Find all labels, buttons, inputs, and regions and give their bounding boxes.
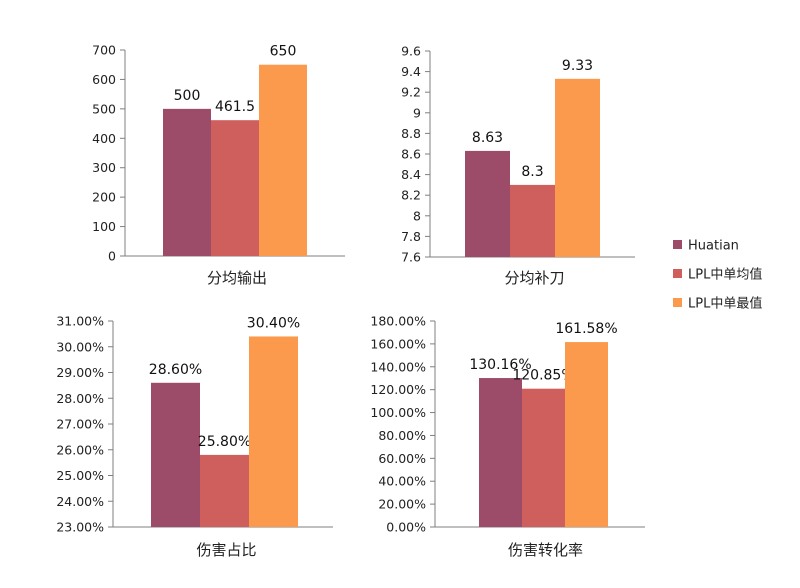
y-tick-label: 27.00%: [56, 417, 104, 432]
bar-1: [163, 108, 211, 256]
bar-3: [249, 336, 298, 527]
legend: Huatian LPL中单均值 LPL中单最值: [673, 239, 762, 312]
y-tick-label: 9.4: [401, 64, 421, 79]
y-tick-label: 200: [92, 190, 116, 205]
y-tick-label: 31.00%: [56, 314, 104, 329]
data-label: 461.5: [215, 99, 255, 115]
data-label: 130.16%: [469, 357, 531, 373]
y-tick-label: 24.00%: [56, 494, 104, 509]
y-tick-label: 120.00%: [370, 382, 426, 397]
y-tick-label: 600: [92, 72, 116, 87]
data-label: 28.60%: [149, 362, 202, 378]
y-tick-label: 20.00%: [378, 497, 426, 512]
y-tick-label: 500: [92, 101, 116, 116]
y-tick-label: 180.00%: [370, 314, 426, 329]
y-tick-label: 8.2: [401, 188, 421, 203]
y-tick-label: 160.00%: [370, 336, 426, 351]
y-tick-label: 9.6: [401, 44, 421, 59]
data-label: 30.40%: [247, 315, 300, 331]
legend-swatch: [673, 298, 682, 307]
y-tick-label: 140.00%: [370, 359, 426, 374]
legend-label: LPL中单最值: [688, 296, 762, 312]
y-tick-label: 9.2: [401, 85, 421, 100]
bar-2: [510, 184, 555, 257]
bar-2: [200, 454, 249, 527]
y-tick-label: 7.8: [401, 229, 421, 244]
y-tick-label: 60.00%: [378, 451, 426, 466]
data-label: 650: [270, 44, 297, 60]
y-tick-label: 9: [413, 105, 421, 120]
y-tick-label: 28.00%: [56, 391, 104, 406]
y-tick-label: 8: [413, 208, 421, 223]
y-tick-label: 80.00%: [378, 428, 426, 443]
bar-2: [522, 388, 565, 527]
y-tick-label: 0: [108, 249, 116, 264]
bar-1: [465, 150, 510, 257]
data-label: 25.80%: [198, 434, 251, 450]
data-label: 9.33: [562, 58, 593, 74]
x-axis-title: 分均输出: [207, 269, 267, 287]
x-axis-title: 分均补刀: [504, 269, 564, 287]
x-axis-title: 伤害占比: [196, 541, 256, 559]
chart-3: 23.00% 24.00% 25.00% 26.00% 27.00% 28.00% 29.0…: [56, 314, 333, 559]
x-axis-title: 伤害转化率: [508, 541, 583, 559]
bar-2: [211, 120, 259, 257]
legend-swatch: [673, 269, 682, 278]
data-label: 500: [174, 88, 201, 104]
charts-group: 0 100 200 300 400 500 600 700 500 461.5 650 分均输出 7.6…: [56, 43, 645, 559]
data-label: 8.3: [521, 164, 543, 180]
bar-1: [151, 382, 200, 527]
y-tick-label: 25.00%: [56, 468, 104, 483]
y-tick-label: 30.00%: [56, 339, 104, 354]
legend-label: Huatian: [688, 239, 739, 254]
y-tick-label: 0.00%: [386, 520, 426, 535]
y-tick-label: 8.8: [401, 126, 421, 141]
y-tick-label: 8.4: [401, 167, 421, 182]
chart-2: 7.6 7.8 8 8.2 8.4 8.6 8.8 9 9.2 9.4 9.6 8.63 8.3 9.33…: [401, 44, 635, 287]
y-tick-label: 7.6: [401, 250, 421, 265]
bar-3: [259, 64, 307, 256]
bar-3: [565, 342, 608, 527]
y-tick-label: 700: [92, 43, 116, 58]
data-label: 161.58%: [555, 321, 617, 337]
y-tick-label: 23.00%: [56, 520, 104, 535]
bar-3: [555, 78, 600, 257]
data-label: 8.63: [472, 130, 503, 146]
chart-1: 0 100 200 300 400 500 600 700 500 461.5 650 分均输出: [92, 43, 345, 287]
y-tick-label: 100: [92, 219, 116, 234]
y-tick-label: 8.6: [401, 147, 421, 162]
y-tick-label: 40.00%: [378, 474, 426, 489]
y-tick-label: 300: [92, 160, 116, 175]
y-tick-label: 400: [92, 131, 116, 146]
chart-4: 0.00% 20.00% 40.00% 60.00% 80.00% 100.00% 120.…: [370, 314, 645, 559]
bar-1: [479, 378, 522, 527]
y-tick-label: 26.00%: [56, 442, 104, 457]
data-label: 120.85%: [512, 368, 574, 384]
y-tick-label: 100.00%: [370, 405, 426, 420]
legend-label: LPL中单均值: [688, 267, 762, 283]
legend-swatch: [673, 240, 682, 249]
y-tick-label: 29.00%: [56, 365, 104, 380]
